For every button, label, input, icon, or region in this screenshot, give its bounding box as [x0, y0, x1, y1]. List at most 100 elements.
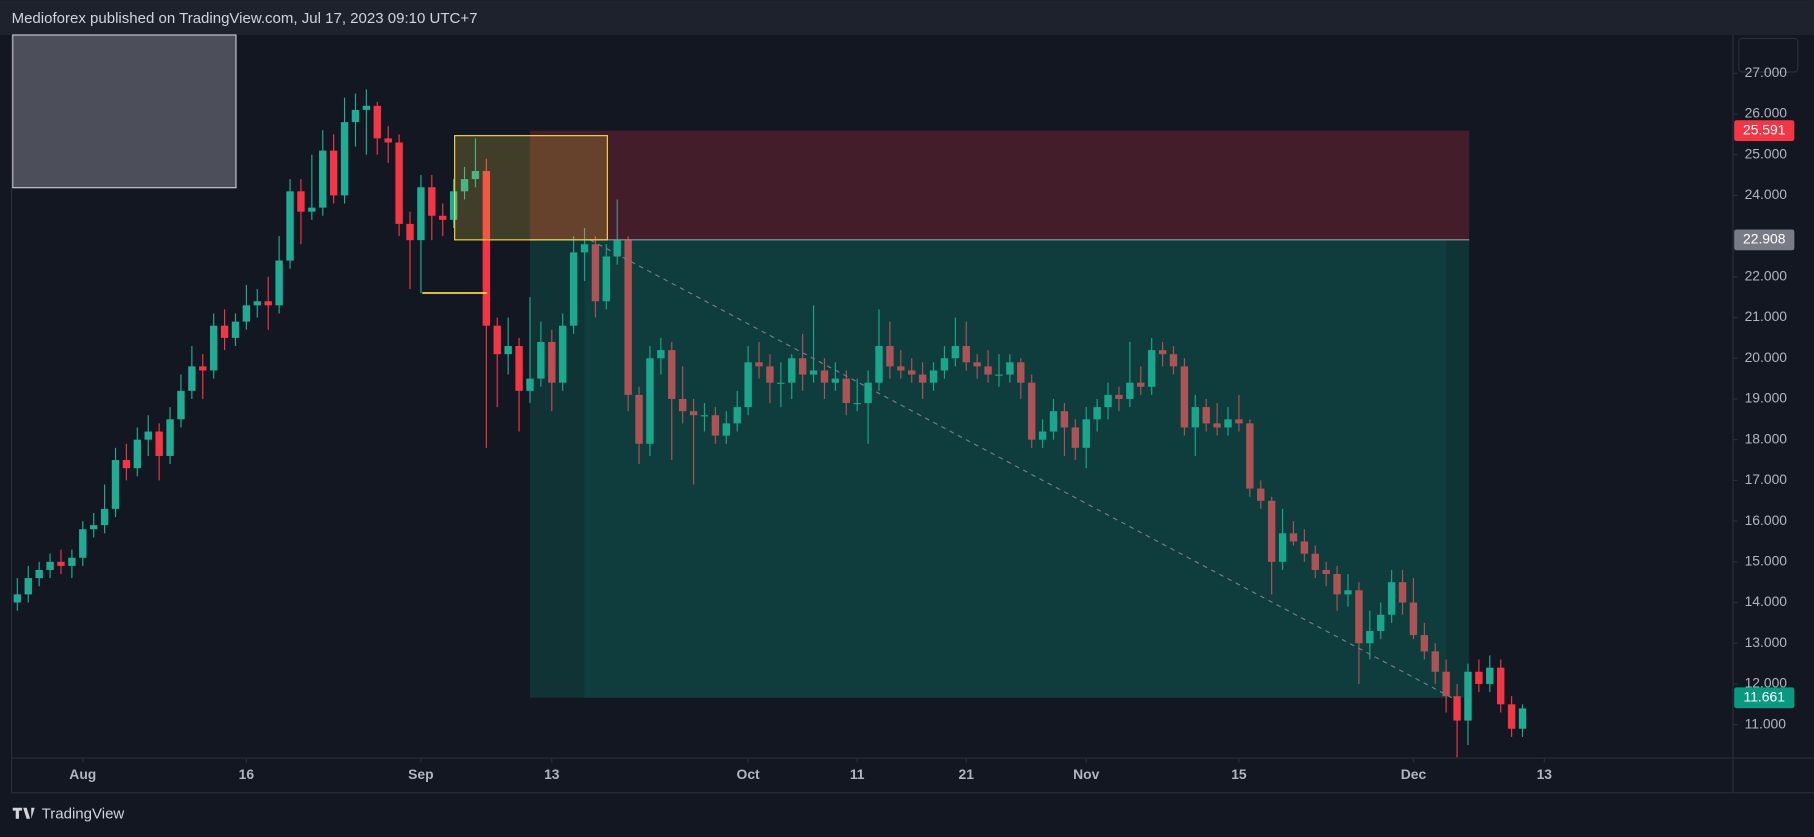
candle-body [624, 240, 632, 395]
candle-body [995, 374, 1003, 376]
candle-body [591, 244, 600, 302]
candle-body [548, 341, 556, 383]
candle-body [558, 325, 567, 383]
candle-body [13, 594, 22, 603]
candle-body [526, 378, 534, 391]
price-label: 25.591 [1743, 121, 1786, 137]
candle-body [711, 415, 720, 436]
candle-body [177, 390, 185, 420]
y-tick-label: 21.000 [1745, 308, 1788, 324]
candle-body [668, 350, 676, 399]
candle-body [1017, 362, 1025, 383]
target-zone-inner [584, 239, 1447, 698]
candle-body [428, 187, 436, 216]
candle-body [1355, 590, 1363, 644]
candle-body [133, 439, 142, 469]
candle-body [798, 358, 807, 375]
settings-button[interactable] [1738, 37, 1799, 73]
candle-body [264, 301, 272, 306]
candle-body [744, 362, 752, 408]
x-tick-label: 15 [1231, 766, 1247, 782]
stop-zone [529, 130, 1470, 240]
candle-body [1213, 423, 1221, 428]
candle-body [24, 578, 32, 595]
candle-body [46, 561, 54, 570]
candle-body [635, 394, 643, 444]
candle-body [722, 423, 731, 436]
candle-body [1257, 488, 1265, 501]
candle-body [1158, 350, 1167, 355]
candle-body [242, 305, 251, 322]
candle-body [220, 325, 229, 338]
candle-body [1169, 354, 1178, 367]
candle-body [1300, 541, 1309, 554]
candle-body [471, 170, 480, 180]
y-tick-label: 27.000 [1745, 64, 1788, 80]
candle-body [755, 362, 763, 367]
candle-body [1398, 582, 1407, 603]
candle-body [286, 191, 294, 261]
candle-body [351, 109, 360, 123]
candle-body [111, 460, 120, 509]
candle-body [537, 341, 545, 379]
candle-body [1344, 590, 1352, 595]
candle-body [57, 561, 65, 566]
candle-body [275, 260, 283, 306]
candle-body [1420, 635, 1429, 652]
x-tick-label: Sep [408, 766, 433, 782]
candle-body [1464, 671, 1472, 721]
candle-body [329, 150, 338, 196]
y-tick-label: 13.000 [1745, 634, 1788, 650]
candle-body [602, 256, 611, 302]
plot-area [12, 34, 1527, 758]
candle-body [122, 460, 131, 469]
highlight-box [454, 135, 608, 241]
candle-body [155, 431, 163, 456]
candle-body [777, 382, 785, 384]
x-tick-label: 11 [850, 766, 865, 782]
candle-body [166, 419, 174, 456]
candle-body [384, 138, 392, 143]
candle-body [897, 366, 905, 371]
candle-body [580, 244, 589, 253]
x-tick-label: Aug [69, 766, 96, 782]
header-title: Medioforex published on TradingView.com,… [12, 10, 478, 27]
candle-body [439, 215, 447, 220]
candle-body [1366, 631, 1374, 644]
candle-body [853, 403, 861, 405]
candle-body [1235, 419, 1243, 424]
candle-body [984, 366, 992, 375]
logo-mark [12, 807, 35, 819]
candle-body [1442, 671, 1450, 697]
header-bar [0, 0, 1814, 35]
candle-body [1518, 708, 1527, 729]
candle-body [1202, 407, 1210, 424]
y-tick-label: 25.000 [1745, 145, 1788, 161]
candle-body [940, 358, 949, 371]
candle-body [1409, 602, 1418, 636]
y-tick-label: 22.000 [1745, 267, 1788, 283]
candle-body [209, 325, 218, 371]
candle-body [253, 301, 262, 306]
candle-body [231, 321, 240, 338]
y-tick-label: 20.000 [1745, 349, 1788, 365]
candle-body [1115, 394, 1123, 399]
candle-body [973, 362, 981, 367]
candle-body [646, 358, 654, 444]
candle-body [875, 346, 883, 383]
candle-body [864, 382, 872, 404]
candle-body [929, 370, 938, 383]
candle-body [1027, 382, 1036, 440]
target-zone [529, 239, 1470, 698]
x-tick-label: 13 [544, 766, 560, 782]
y-tick-label: 17.000 [1745, 471, 1788, 487]
price-label-bg [1734, 229, 1795, 251]
x-tick-label: 16 [239, 766, 255, 782]
candle-body [460, 179, 469, 192]
candle-body [613, 240, 621, 257]
candle-body [1126, 382, 1134, 399]
candle-body [1071, 427, 1080, 448]
candle-body [1137, 382, 1145, 387]
candle-body [68, 557, 76, 566]
candle-body [504, 346, 512, 355]
